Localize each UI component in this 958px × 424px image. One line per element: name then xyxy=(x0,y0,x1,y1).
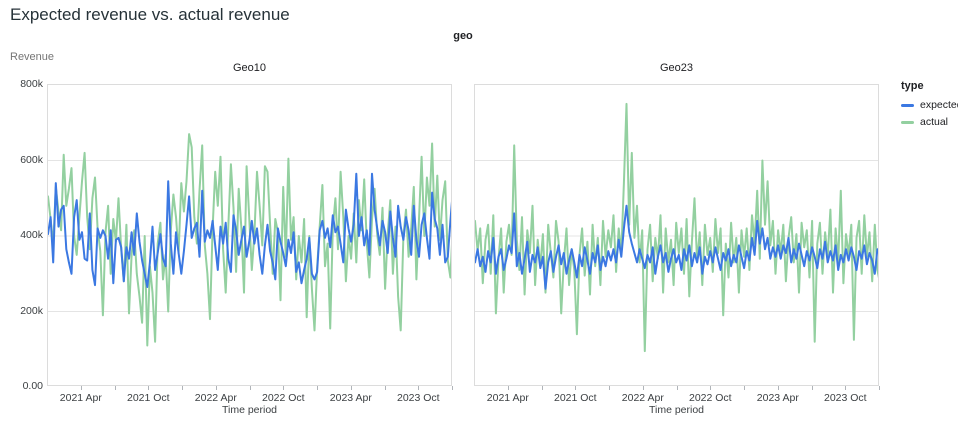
legend-item-actual[interactable]: actual xyxy=(901,116,958,128)
x-axis-tick xyxy=(80,386,82,390)
x-axis-tick xyxy=(148,386,150,390)
actual-line xyxy=(475,102,878,353)
line-chart-geo10[interactable] xyxy=(47,84,452,386)
x-tick-label: 2021 Apr xyxy=(486,392,529,404)
x-tick-label: 2023 Apr xyxy=(329,392,372,404)
x-axis-tick xyxy=(418,386,420,390)
x-axis-tick xyxy=(507,386,509,390)
x-axis-title-geo10: Time period xyxy=(221,404,278,416)
x-axis-tick xyxy=(879,386,880,390)
x-tick-label: 2022 Apr xyxy=(621,392,664,404)
y-tick-label: 400k xyxy=(20,229,43,241)
x-axis-tick xyxy=(541,386,543,390)
x-axis-tick xyxy=(609,386,610,390)
x-tick-label: 2021 Oct xyxy=(553,392,597,404)
x-tick-label: 2022 Oct xyxy=(261,392,305,404)
actual-line xyxy=(48,133,451,347)
x-axis-tick xyxy=(384,386,386,390)
x-axis-tick xyxy=(744,386,745,390)
facet-title-geo10: Geo10 xyxy=(232,62,267,74)
y-axis-title: Revenue xyxy=(10,51,55,63)
y-tick-label: 800k xyxy=(20,78,43,90)
x-tick-label: 2023 Oct xyxy=(823,392,867,404)
x-tick-label: 2023 Oct xyxy=(396,392,440,404)
x-axis-tick xyxy=(317,386,318,390)
x-axis-tick xyxy=(575,386,577,390)
y-axis-tick-labels: 0.00 200k 400k 600k 800k xyxy=(0,0,43,424)
x-axis-tick xyxy=(710,386,712,390)
expected-line-swatch xyxy=(901,103,914,107)
x-axis-geo23: 2021 Apr 2021 Oct 2022 Apr 2022 Oct 2023 Apr… xyxy=(474,386,880,406)
chart-title: Expected revenue vs. actual revenue xyxy=(10,5,290,24)
x-axis-tick xyxy=(215,386,217,390)
facet-field-label: geo xyxy=(453,30,473,42)
x-axis-tick xyxy=(845,386,847,390)
x-tick-label: 2021 Oct xyxy=(126,392,170,404)
legend-item-label: actual xyxy=(920,116,949,128)
x-axis-tick xyxy=(350,386,352,390)
x-tick-label: 2021 Apr xyxy=(59,392,102,404)
x-axis-tick xyxy=(114,386,116,390)
expected-line xyxy=(48,172,451,288)
x-axis-tick xyxy=(452,386,453,390)
line-chart-geo23[interactable] xyxy=(474,84,879,386)
x-axis-title-geo23: Time period xyxy=(648,404,705,416)
y-tick-label: 200k xyxy=(20,304,43,317)
legend: type expected actual xyxy=(901,80,958,133)
x-tick-label: 2023 Apr xyxy=(756,392,799,404)
legend-item-label: expected xyxy=(920,99,958,111)
x-axis-tick xyxy=(811,386,813,390)
y-tick-label: 600k xyxy=(20,153,43,166)
x-axis-tick xyxy=(777,386,779,390)
legend-item-expected[interactable]: expected xyxy=(901,99,958,111)
x-axis-tick xyxy=(676,386,678,390)
x-axis-geo10: 2021 Apr 2021 Oct 2022 Apr 2022 Oct 2023 Apr… xyxy=(47,386,453,406)
legend-title: type xyxy=(901,80,924,92)
expected-line xyxy=(475,204,878,290)
x-tick-label: 2022 Oct xyxy=(688,392,732,404)
facet-title-geo23: Geo23 xyxy=(659,62,694,74)
y-tick-label: 0.00 xyxy=(22,380,43,392)
x-tick-label: 2022 Apr xyxy=(194,392,237,404)
x-axis-tick xyxy=(249,386,251,390)
actual-line-swatch xyxy=(901,120,914,124)
x-axis-tick xyxy=(642,386,644,390)
x-axis-tick xyxy=(182,386,183,390)
x-axis-tick xyxy=(283,386,285,390)
